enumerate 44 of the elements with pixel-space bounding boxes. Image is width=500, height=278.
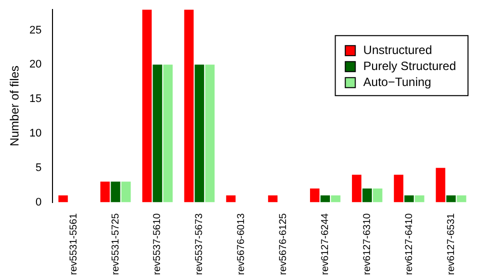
y-tick-label: 20 <box>29 58 42 71</box>
y-tick-label: 0 <box>36 196 42 208</box>
x-tick-label: rev5531-5725 <box>110 212 122 276</box>
bar <box>362 188 372 202</box>
x-tick-label: rev6127-6244 <box>320 212 331 276</box>
bar <box>268 195 278 202</box>
legend-label: Unstructured <box>363 42 432 57</box>
bar <box>226 195 236 202</box>
bar <box>330 195 340 202</box>
bar <box>404 195 414 202</box>
y-tick-label: 10 <box>29 128 42 140</box>
x-tick-label: rev5676-6013 <box>236 212 248 276</box>
bar <box>456 195 466 202</box>
bar <box>352 174 362 202</box>
x-tick-label: rev6127-6310 <box>362 212 373 276</box>
bar <box>320 195 330 202</box>
y-tick-label: 25 <box>29 24 42 36</box>
bar <box>163 64 173 202</box>
x-tick-label: rev5537-5673 <box>194 212 206 276</box>
bar <box>205 64 215 202</box>
y-axis-title: Number of files <box>8 66 22 146</box>
bar <box>372 188 382 202</box>
bar <box>121 182 131 202</box>
bar <box>142 10 152 202</box>
x-tick-label: rev6127-6410 <box>404 212 415 276</box>
bar <box>436 168 446 202</box>
x-tick-label: rev5531-5561 <box>68 212 80 276</box>
bar <box>414 195 424 202</box>
bar <box>58 195 68 202</box>
legend-label: Purely Structured <box>363 58 456 73</box>
bar <box>394 174 404 202</box>
bar <box>100 182 110 202</box>
legend-label: Auto−Tuning <box>363 74 432 89</box>
bar <box>152 64 162 202</box>
bar <box>194 64 204 202</box>
bar <box>110 182 120 202</box>
y-tick-label: 15 <box>29 93 42 106</box>
y-tick-label: 5 <box>36 162 42 174</box>
x-tick-label: rev5537-5610 <box>152 212 164 276</box>
bar <box>446 195 456 202</box>
bar <box>310 188 320 202</box>
bar <box>184 10 194 202</box>
x-tick-label: rev5676-6125 <box>278 212 290 276</box>
x-tick-label: rev6127-6531 <box>446 212 457 276</box>
